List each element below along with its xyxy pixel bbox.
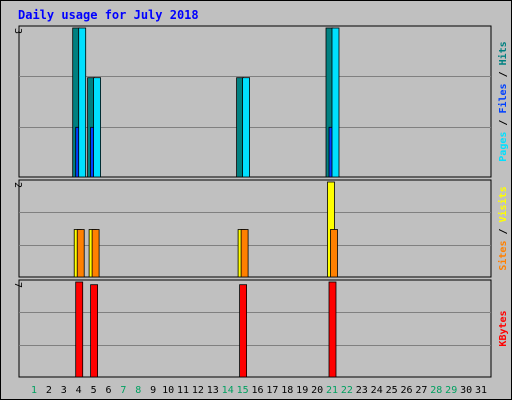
x-tick-label: 9 bbox=[150, 385, 156, 396]
bar-sites-day-15 bbox=[240, 229, 249, 278]
x-tick-label: 28 bbox=[430, 385, 442, 396]
y-max-label: 7 bbox=[12, 282, 23, 288]
series-label-part: Hits bbox=[497, 41, 509, 65]
series-label-hits-files-pages: Pages / Files / Hits bbox=[497, 41, 509, 161]
x-tick-label: 7 bbox=[120, 385, 126, 396]
x-tick-label: 1 bbox=[31, 385, 37, 396]
series-label-part: KBytes bbox=[498, 310, 509, 346]
series-label-part: Sites bbox=[497, 241, 509, 271]
x-tick-label: 17 bbox=[266, 385, 278, 396]
x-tick-label: 27 bbox=[415, 385, 427, 396]
x-tick-label: 10 bbox=[162, 385, 174, 396]
x-tick-label: 18 bbox=[281, 385, 293, 396]
bar-kbytes-day-5 bbox=[90, 284, 98, 378]
bar-kbytes-day-4 bbox=[75, 281, 84, 378]
series-label-part: Visits bbox=[497, 186, 509, 222]
x-tick-label: 13 bbox=[207, 385, 219, 396]
series-label-part: / bbox=[498, 114, 509, 132]
panel-kbytes: 7 KBytes bbox=[12, 279, 509, 378]
x-tick-label: 15 bbox=[237, 385, 249, 396]
x-tick-label: 31 bbox=[475, 385, 487, 396]
series-label-visits-sites: Sites / Visits bbox=[497, 186, 509, 270]
x-tick-label: 2 bbox=[46, 385, 52, 396]
bar-pages-day-15 bbox=[242, 77, 251, 178]
bar-pages-day-4 bbox=[78, 27, 87, 178]
x-tick-label: 14 bbox=[222, 385, 234, 396]
bar-sites-day-4 bbox=[76, 229, 85, 278]
bar-pages-day-5 bbox=[93, 77, 101, 178]
panel-hits-files-pages: 3 Pages / Files / Hits bbox=[12, 25, 509, 178]
bar-kbytes-day-15 bbox=[239, 284, 248, 378]
x-tick-label: 6 bbox=[105, 385, 111, 396]
series-label-part: / bbox=[498, 222, 509, 240]
panels-layer: 3 Pages / Files / Hits 2 Sites / Visits 7 KBy… bbox=[12, 25, 509, 378]
bar-pages-day-21 bbox=[331, 27, 340, 178]
y-max-label: 3 bbox=[12, 28, 23, 34]
panel-frame bbox=[18, 279, 492, 378]
x-tick-label: 26 bbox=[400, 385, 412, 396]
chart-title: Daily usage for July 2018 bbox=[18, 8, 199, 22]
x-tick-label: 30 bbox=[460, 385, 472, 396]
x-tick-label: 25 bbox=[386, 385, 398, 396]
x-tick-label: 12 bbox=[192, 385, 204, 396]
x-tick-label: 3 bbox=[61, 385, 67, 396]
series-label-part: Files bbox=[497, 83, 509, 113]
series-label-part: / bbox=[498, 65, 509, 83]
x-tick-label: 29 bbox=[445, 385, 457, 396]
panel-visits-sites: 2 Sites / Visits bbox=[12, 179, 509, 278]
x-tick-label: 11 bbox=[177, 385, 189, 396]
x-tick-label: 5 bbox=[91, 385, 97, 396]
bar-sites-day-5 bbox=[91, 229, 100, 278]
series-label-kbytes: KBytes bbox=[498, 310, 509, 346]
x-tick-label: 24 bbox=[371, 385, 383, 396]
bar-sites-day-21 bbox=[330, 229, 338, 278]
x-tick-label: 19 bbox=[296, 385, 308, 396]
y-max-label: 2 bbox=[12, 182, 23, 188]
x-tick-label: 22 bbox=[341, 385, 353, 396]
series-label-part: Pages bbox=[498, 132, 509, 162]
x-tick-label: 16 bbox=[251, 385, 263, 396]
x-tick-label: 8 bbox=[135, 385, 141, 396]
x-tick-label: 4 bbox=[76, 385, 82, 396]
x-axis-labels: 1 2 3 4 5 6 7 8 9 10 11 12 13 14 15 16 17 18 19 20 21 22 23 24 2… bbox=[31, 385, 487, 396]
x-tick-label: 20 bbox=[311, 385, 323, 396]
bar-kbytes-day-21 bbox=[328, 281, 337, 378]
x-tick-label: 23 bbox=[356, 385, 368, 396]
x-tick-label: 21 bbox=[326, 385, 338, 396]
